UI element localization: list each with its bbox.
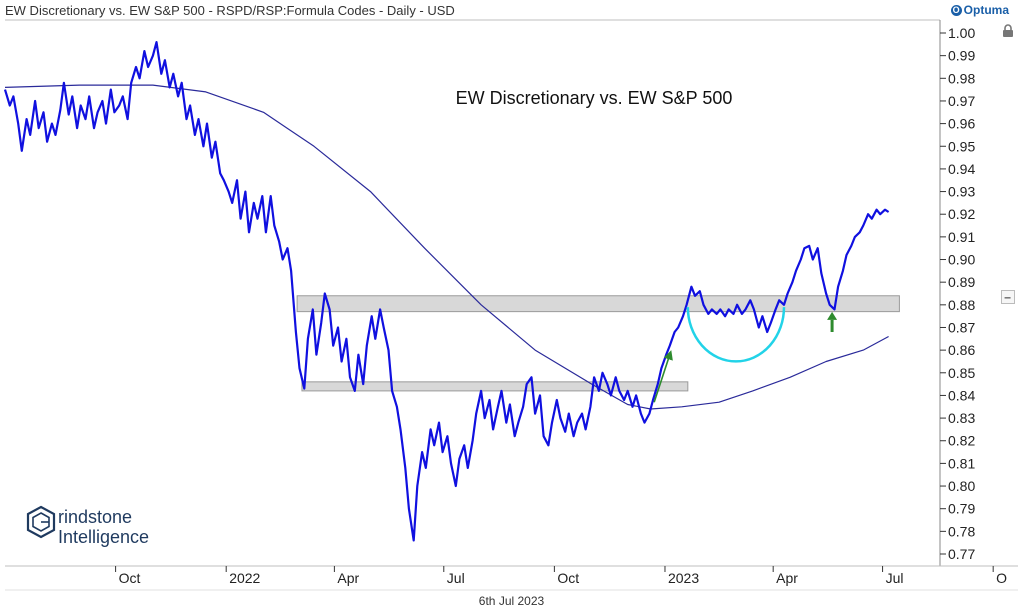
y-tick-label: 0.88: [948, 297, 975, 313]
arrow-head-2: [827, 311, 838, 320]
moving-average-line: [4, 84, 889, 410]
grindstone-logo-icon: [26, 505, 56, 539]
y-tick-label: 0.78: [948, 523, 975, 539]
y-tick-label: 0.94: [948, 161, 975, 177]
watermark-line2: Intelligence: [58, 527, 150, 547]
y-tick-label: 0.99: [948, 48, 975, 64]
price-series: [3, 41, 890, 542]
y-tick-label: 0.86: [948, 342, 975, 358]
optuma-logo-icon: O: [950, 4, 962, 16]
arrow-up-1: [653, 350, 673, 403]
chart-header: EW Discretionary vs. EW S&P 500 - RSPD/R…: [0, 0, 1023, 22]
x-tick-label: Jul: [447, 570, 465, 586]
y-tick-label: 1.00: [948, 25, 975, 41]
watermark-line1: rindstone: [58, 507, 133, 527]
y-tick-label: 0.89: [948, 274, 975, 290]
x-axis: Oct 2022 Apr Jul Oct 2023 Apr Jul O: [115, 566, 1007, 586]
y-tick-label: 0.91: [948, 229, 975, 245]
y-tick-label: 0.81: [948, 455, 975, 471]
x-tick-label: Apr: [776, 570, 798, 586]
moving-average-series: [4, 84, 889, 410]
footer-date: 6th Jul 2023: [478, 594, 545, 608]
y-tick-label: 0.90: [948, 252, 975, 268]
cup-arc: [686, 307, 786, 363]
y-tick-label: 0.82: [948, 433, 975, 449]
y-tick-label: 0.96: [948, 116, 975, 132]
y-axis: 1.00 0.99 0.98 0.97 0.96 0.95 0.94 0.93 0.92 0.91…: [940, 25, 975, 562]
optuma-brand-label: Optuma: [963, 3, 1009, 17]
y-tick-label: 0.85: [948, 365, 975, 381]
y-tick-label: 0.87: [948, 319, 975, 335]
annotations: [653, 307, 838, 403]
resistance-zone-1: [301, 381, 689, 392]
x-tick-label: Apr: [337, 570, 359, 586]
y-tick-label: 0.83: [948, 410, 975, 426]
y-tick-label: 0.80: [948, 478, 975, 494]
y-tick-label: 0.95: [948, 138, 975, 154]
y-tick-label: 0.97: [948, 93, 975, 109]
chart-window-title: EW Discretionary vs. EW S&P 500 - RSPD/R…: [5, 3, 455, 18]
x-tick-label: 2023: [668, 570, 699, 586]
y-tick-label: 0.79: [948, 501, 975, 517]
y-tick-label: 0.92: [948, 206, 975, 222]
collapse-minus-button[interactable]: [1001, 290, 1015, 304]
y-tick-label: 0.77: [948, 546, 975, 562]
x-tick-label: Jul: [886, 570, 904, 586]
chart-title: EW Discretionary vs. EW S&P 500: [456, 88, 733, 108]
x-tick-label: Oct: [557, 570, 579, 586]
y-tick-label: 0.93: [948, 184, 975, 200]
resistance-zone-0: [296, 295, 900, 313]
x-tick-label: Oct: [119, 570, 141, 586]
price-line: [3, 41, 890, 542]
y-tick-label: 0.84: [948, 387, 975, 403]
optuma-brand: O Optuma: [950, 3, 1009, 17]
minus-icon: [1004, 297, 1011, 299]
x-tick-label: O: [996, 570, 1007, 586]
x-tick-label: 2022: [229, 570, 260, 586]
lock-icon[interactable]: [1001, 24, 1015, 38]
chart-frame: [5, 19, 1018, 591]
y-tick-label: 0.98: [948, 70, 975, 86]
resistance-zones: [296, 295, 900, 392]
